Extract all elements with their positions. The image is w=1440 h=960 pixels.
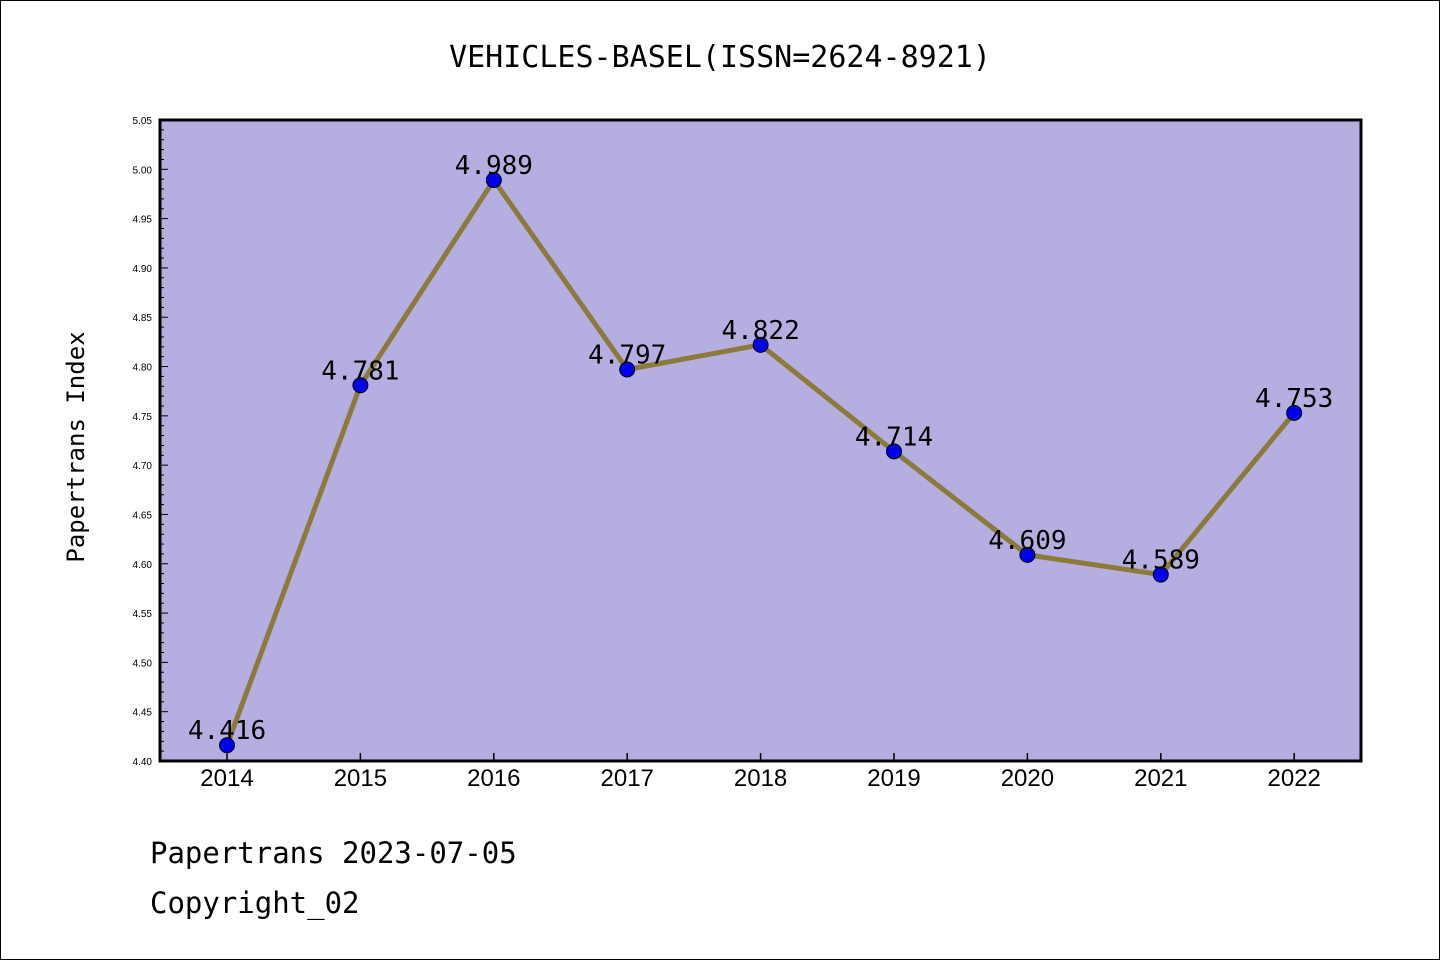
y-tick-label: 4.80 (133, 363, 153, 374)
data-label: 4.714 (855, 422, 933, 452)
data-point (1019, 546, 1036, 563)
y-tick-label: 4.60 (133, 560, 153, 571)
y-tick-label: 4.85 (133, 313, 153, 324)
y-tick-label: 4.70 (133, 461, 153, 472)
data-label: 4.797 (588, 340, 666, 370)
data-point (1286, 404, 1303, 421)
data-labels: 4.416 4.781 4.989 4.797 4.822 4.714 4.609 4.589… (188, 151, 1333, 746)
y-axis-label: Papertrans Index (62, 331, 90, 562)
plot-border (158, 118, 1363, 763)
y-tick-label: 4.75 (133, 412, 153, 423)
chart-title: VEHICLES-BASEL(ISSN=2624-8921) (449, 40, 991, 75)
y-tick-label: 4.40 (133, 757, 153, 768)
x-tick-label: 2014 (200, 765, 253, 792)
data-label: 4.822 (721, 316, 799, 346)
data-point (1152, 566, 1169, 583)
plot-area (160, 120, 1361, 761)
x-tick-label: 2021 (1134, 765, 1187, 792)
y-tick-label: 4.90 (133, 264, 153, 275)
data-point (219, 737, 235, 754)
data-label: 4.989 (455, 151, 533, 181)
data-point (352, 377, 369, 394)
x-tick-label: 2015 (334, 765, 387, 792)
x-tick-label: 2016 (467, 765, 520, 792)
data-point (485, 172, 502, 189)
x-tick-label: 2022 (1268, 765, 1321, 792)
x-tick-label: 2018 (734, 765, 787, 792)
x-tick-label: 2017 (601, 765, 654, 792)
data-label: 4.589 (1122, 546, 1200, 576)
y-tick-label: 4.45 (133, 708, 153, 719)
data-label: 4.781 (321, 356, 399, 386)
data-point (886, 443, 902, 460)
y-tick-label: 4.95 (133, 215, 153, 226)
data-point (752, 336, 769, 353)
y-tick-label: 4.55 (133, 609, 153, 620)
footer-date: Papertrans 2023-07-05 (150, 836, 517, 870)
data-label: 4.416 (188, 716, 266, 746)
data-label: 4.609 (988, 526, 1066, 556)
x-tick-label: 2019 (867, 765, 920, 792)
x-axis: 2014 2015 2016 2017 2018 2019 2020 2021 2022 (200, 753, 1321, 792)
y-tick-label: 4.50 (133, 658, 153, 669)
y-tick-label: 5.05 (133, 116, 153, 127)
data-label: 4.753 (1255, 384, 1333, 414)
y-tick-label: 4.65 (133, 510, 153, 521)
data-point (619, 361, 636, 378)
footer-copyright: Copyright_02 (150, 886, 360, 920)
x-tick-label: 2020 (1001, 765, 1054, 792)
data-markers (219, 172, 1303, 754)
y-tick-label: 5.00 (133, 165, 153, 176)
